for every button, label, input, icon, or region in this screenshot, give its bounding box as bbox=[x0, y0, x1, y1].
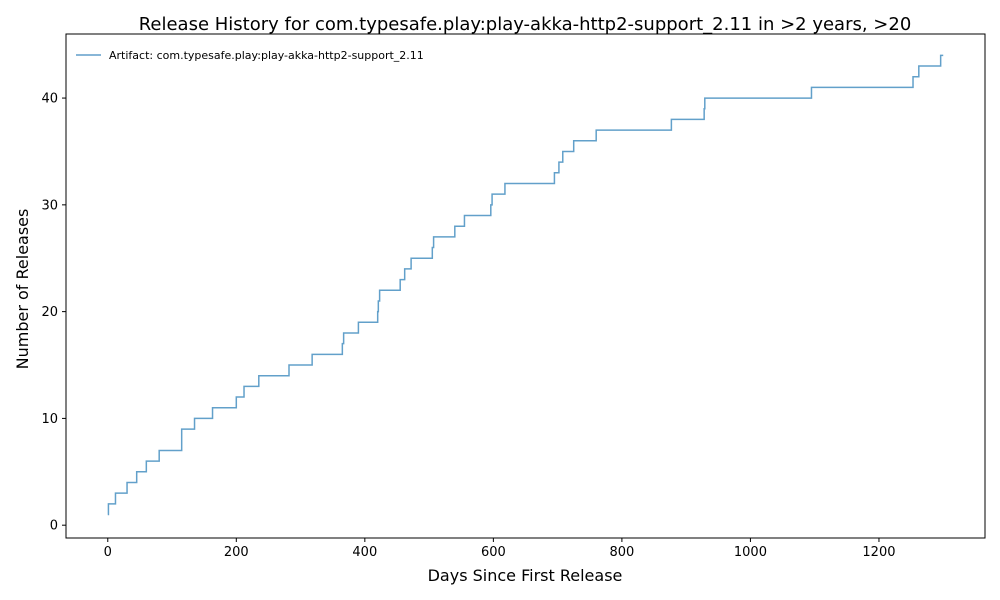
x-tick-label: 600 bbox=[481, 545, 506, 560]
y-axis-label: Number of Releases bbox=[13, 209, 32, 370]
x-tick-label: 800 bbox=[609, 545, 634, 560]
x-tick-label: 400 bbox=[352, 545, 377, 560]
x-tick-label: 0 bbox=[104, 545, 112, 560]
chart-title: Release History for com.typesafe.play:pl… bbox=[139, 14, 912, 35]
legend: Artifact: com.typesafe.play:play-akka-ht… bbox=[76, 49, 424, 62]
legend-label: Artifact: com.typesafe.play:play-akka-ht… bbox=[109, 49, 424, 62]
y-tick-label: 0 bbox=[50, 519, 58, 534]
y-tick-label: 20 bbox=[41, 305, 58, 320]
x-tick-label: 1000 bbox=[734, 545, 767, 560]
x-axis-label: Days Since First Release bbox=[428, 566, 623, 585]
y-axis: 0 10 20 30 40 bbox=[41, 92, 66, 534]
x-tick-label: 1200 bbox=[862, 545, 895, 560]
series-layer bbox=[107, 54, 944, 516]
x-tick-label: 200 bbox=[224, 545, 249, 560]
x-axis: 0 200 400 600 800 1000 1200 bbox=[104, 538, 896, 560]
y-tick-label: 10 bbox=[41, 412, 58, 427]
y-tick-label: 40 bbox=[41, 92, 58, 107]
plot-frame bbox=[65, 33, 986, 539]
plot-area: 0 200 400 600 800 1000 1200 0 10 20 30 40 bbox=[41, 33, 986, 560]
y-tick-label: 30 bbox=[41, 198, 58, 213]
series-step-line bbox=[107, 54, 944, 516]
